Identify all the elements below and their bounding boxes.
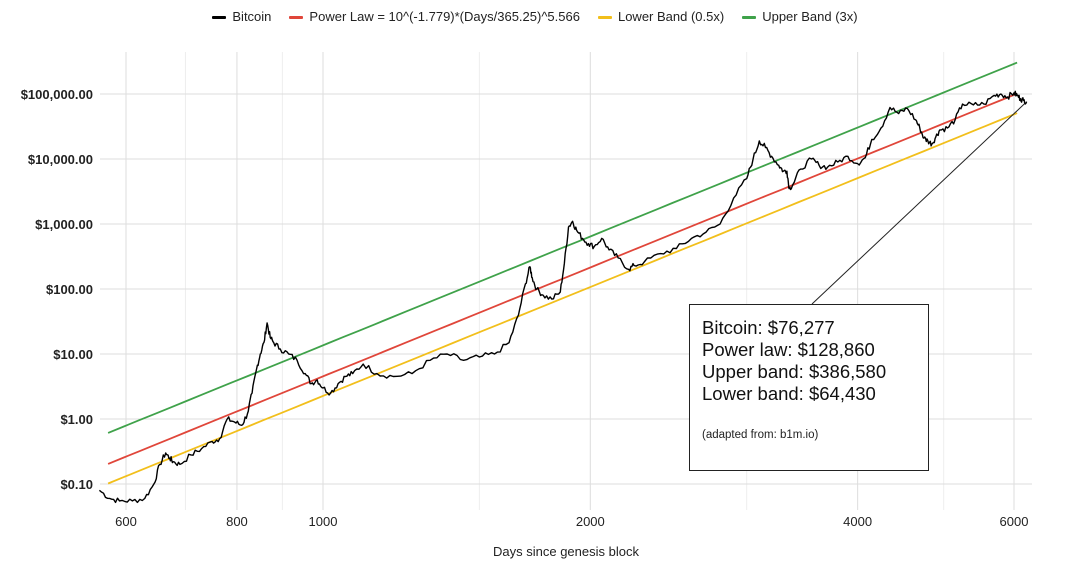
y-tick-label: $10.00 bbox=[53, 347, 93, 362]
annotation-box: Bitcoin: $76,277 Power law: $128,860 Upp… bbox=[689, 304, 929, 471]
legend-swatch bbox=[289, 16, 304, 20]
annotation-lower-band-price: Lower band: $64,430 bbox=[702, 383, 876, 404]
legend-item: Upper Band (3x) bbox=[742, 9, 858, 25]
legend-swatch bbox=[212, 16, 227, 20]
annotation-pointer-line bbox=[811, 103, 1025, 305]
legend-label: Bitcoin bbox=[232, 9, 272, 25]
legend-label: Lower Band (0.5x) bbox=[617, 9, 725, 25]
legend-swatch bbox=[742, 16, 757, 20]
y-tick-label: $0.10 bbox=[60, 477, 93, 492]
series-lines bbox=[98, 61, 1028, 504]
x-tick-label: 800 bbox=[226, 514, 248, 529]
y-tick-label: $1.00 bbox=[60, 412, 93, 427]
legend-label: Power Law = 10^(-1.779)*(Days/365.25)^5.… bbox=[309, 9, 580, 25]
annotation-power-law-price: Power law: $128,860 bbox=[702, 339, 875, 360]
annotation-upper-band-price: Upper band: $386,580 bbox=[702, 361, 887, 382]
y-tick-label: $100,000.00 bbox=[21, 87, 93, 102]
bitcoin-price-line bbox=[98, 90, 1028, 504]
annotation-source: (adapted from: b1m.io) bbox=[702, 429, 819, 441]
y-tick-label: $10,000.00 bbox=[28, 152, 93, 167]
annotation-bitcoin-price: Bitcoin: $76,277 bbox=[702, 317, 835, 338]
upper-band-line bbox=[107, 61, 1018, 434]
x-tick-label: 2000 bbox=[576, 514, 605, 529]
x-tick-label: 4000 bbox=[843, 514, 872, 529]
chart-legend: Bitcoin Power Law = 10^(-1.779)*(Days/365… bbox=[0, 8, 1070, 24]
x-axis-label: Days since genesis block bbox=[493, 544, 639, 559]
lower-band-line bbox=[107, 112, 1018, 485]
legend-item: Bitcoin bbox=[212, 9, 271, 24]
legend-label: Upper Band (3x) bbox=[762, 9, 858, 25]
legend-item: Power Law = 10^(-1.779)*(Days/365.25)^5.… bbox=[289, 9, 580, 24]
x-tick-label: 1000 bbox=[309, 514, 338, 529]
legend-swatch bbox=[597, 16, 612, 20]
x-axis-tick-labels: 600 800 1000 2000 4000 6000 bbox=[115, 514, 1028, 529]
y-axis-tick-labels: $0.10 $1.00 $10.00 $100.00 $1,000.00 $10,000.… bbox=[21, 87, 93, 492]
y-tick-label: $1,000.00 bbox=[35, 217, 93, 232]
legend-item: Lower Band (0.5x) bbox=[597, 9, 725, 25]
y-tick-label: $100.00 bbox=[46, 282, 93, 297]
x-tick-label: 600 bbox=[115, 514, 137, 529]
x-tick-label: 6000 bbox=[1000, 514, 1029, 529]
